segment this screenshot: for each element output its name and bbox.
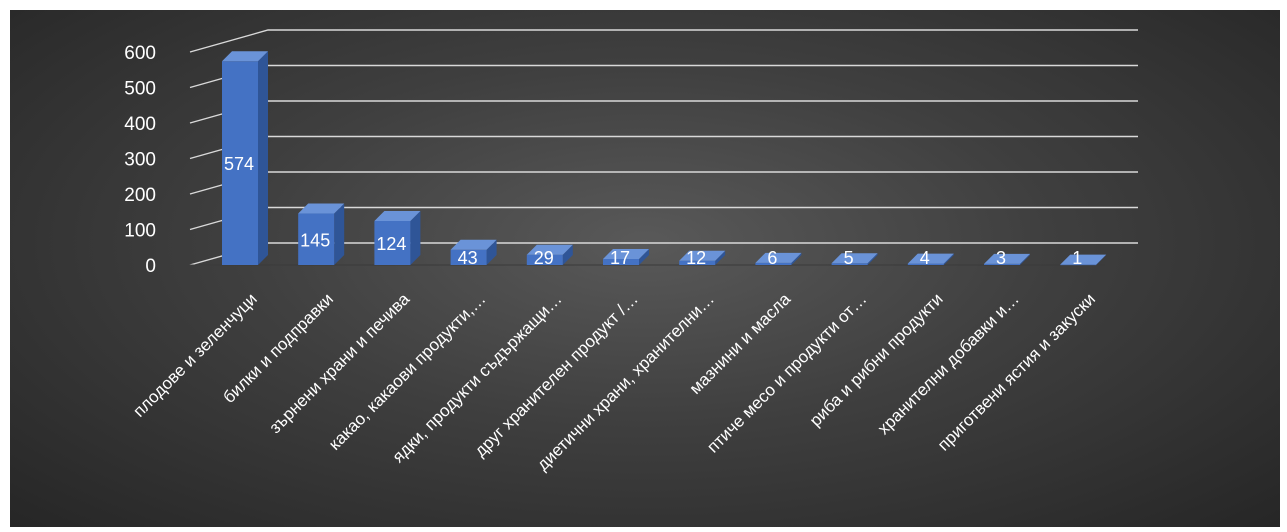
bar-top	[450, 239, 497, 250]
y-tick-label: 300	[124, 150, 156, 171]
y-tick-label: 600	[124, 43, 156, 64]
bar	[831, 253, 878, 265]
bar-top	[755, 252, 802, 263]
x-tick-label: какао, какаови продукти,…	[325, 289, 489, 453]
bar-side	[334, 203, 345, 265]
bar-front	[298, 213, 335, 265]
bar-top	[907, 253, 954, 264]
bar-front	[907, 263, 944, 265]
x-tick-label: хранителни добавки и…	[874, 289, 1023, 438]
bar-front	[831, 263, 868, 265]
bar-front	[984, 263, 1020, 265]
bar	[1060, 254, 1107, 266]
bars	[222, 51, 1107, 266]
bar	[755, 252, 802, 265]
bar-front	[603, 258, 639, 265]
bar-top	[222, 51, 268, 62]
bar-top	[374, 210, 421, 221]
x-tick-label: приготвени ястия и закуски	[934, 289, 1099, 454]
y-tick-label: 400	[124, 114, 156, 135]
bar-front	[374, 220, 411, 265]
data-label: 6	[767, 248, 777, 268]
bar-top	[526, 244, 573, 255]
bar-top	[298, 203, 345, 214]
bar	[679, 250, 726, 265]
y-tick-label: 500	[124, 79, 156, 100]
data-label: 43	[458, 248, 478, 268]
data-label: 5	[844, 248, 854, 268]
bar-side	[1020, 253, 1030, 265]
bar	[450, 239, 497, 265]
bar-front	[1060, 264, 1097, 266]
bar	[984, 253, 1030, 265]
data-label: 17	[610, 248, 630, 268]
gridline	[189, 171, 1138, 195]
bar-side	[562, 244, 573, 265]
x-tick-label: друг хранителен продукт /…	[471, 289, 642, 460]
bar-top	[1060, 254, 1107, 265]
bar-front	[222, 61, 258, 266]
bar-side	[1096, 254, 1107, 265]
gridline	[189, 64, 1138, 89]
data-label: 29	[534, 248, 554, 268]
data-label: 1	[1072, 248, 1082, 268]
data-label: 574	[224, 154, 254, 174]
data-label: 145	[300, 230, 330, 250]
bar	[907, 253, 954, 265]
data-label: 4	[920, 248, 930, 268]
gridline	[189, 100, 1138, 124]
bar-front	[679, 260, 716, 265]
chart-area: 0 100 200 300 400 500 600 574 145 124 43 29 17 12 6 5 4…	[10, 10, 1280, 527]
bar-side	[486, 239, 497, 265]
bar	[222, 51, 268, 266]
bar-front	[526, 254, 563, 265]
y-tick-label: 200	[124, 185, 156, 206]
bar-side	[639, 248, 649, 265]
bar	[603, 248, 649, 265]
bar-side	[943, 253, 954, 265]
y-tick-label: 100	[124, 221, 156, 242]
bar	[298, 203, 345, 265]
y-tick-label: 0	[145, 256, 156, 277]
bar-side	[867, 253, 878, 265]
bar-side	[410, 210, 421, 265]
gridline	[189, 135, 1138, 160]
x-tick-label: зърнени храни и печива	[265, 289, 413, 437]
bar-side	[715, 250, 726, 265]
bar-top	[984, 253, 1030, 264]
data-label: 124	[376, 234, 406, 254]
x-tick-label: плодове и зеленчуци	[129, 289, 260, 420]
data-label: 12	[686, 248, 706, 268]
bar-top	[831, 253, 878, 264]
bar-front	[450, 249, 487, 265]
bar-front	[755, 262, 792, 265]
bar-top	[603, 248, 649, 259]
x-tick-label: птиче месо и продукти от…	[703, 289, 870, 456]
bar-side	[791, 252, 802, 265]
y-axis: 0 100 200 300 400 500 600	[124, 43, 156, 277]
x-tick-label: риба и рибни продукти	[806, 289, 947, 430]
bar	[526, 244, 573, 265]
data-label: 3	[996, 248, 1006, 268]
bar	[374, 210, 421, 265]
bar-side	[258, 51, 268, 266]
gridline	[189, 29, 1138, 53]
bar-top	[679, 250, 726, 261]
